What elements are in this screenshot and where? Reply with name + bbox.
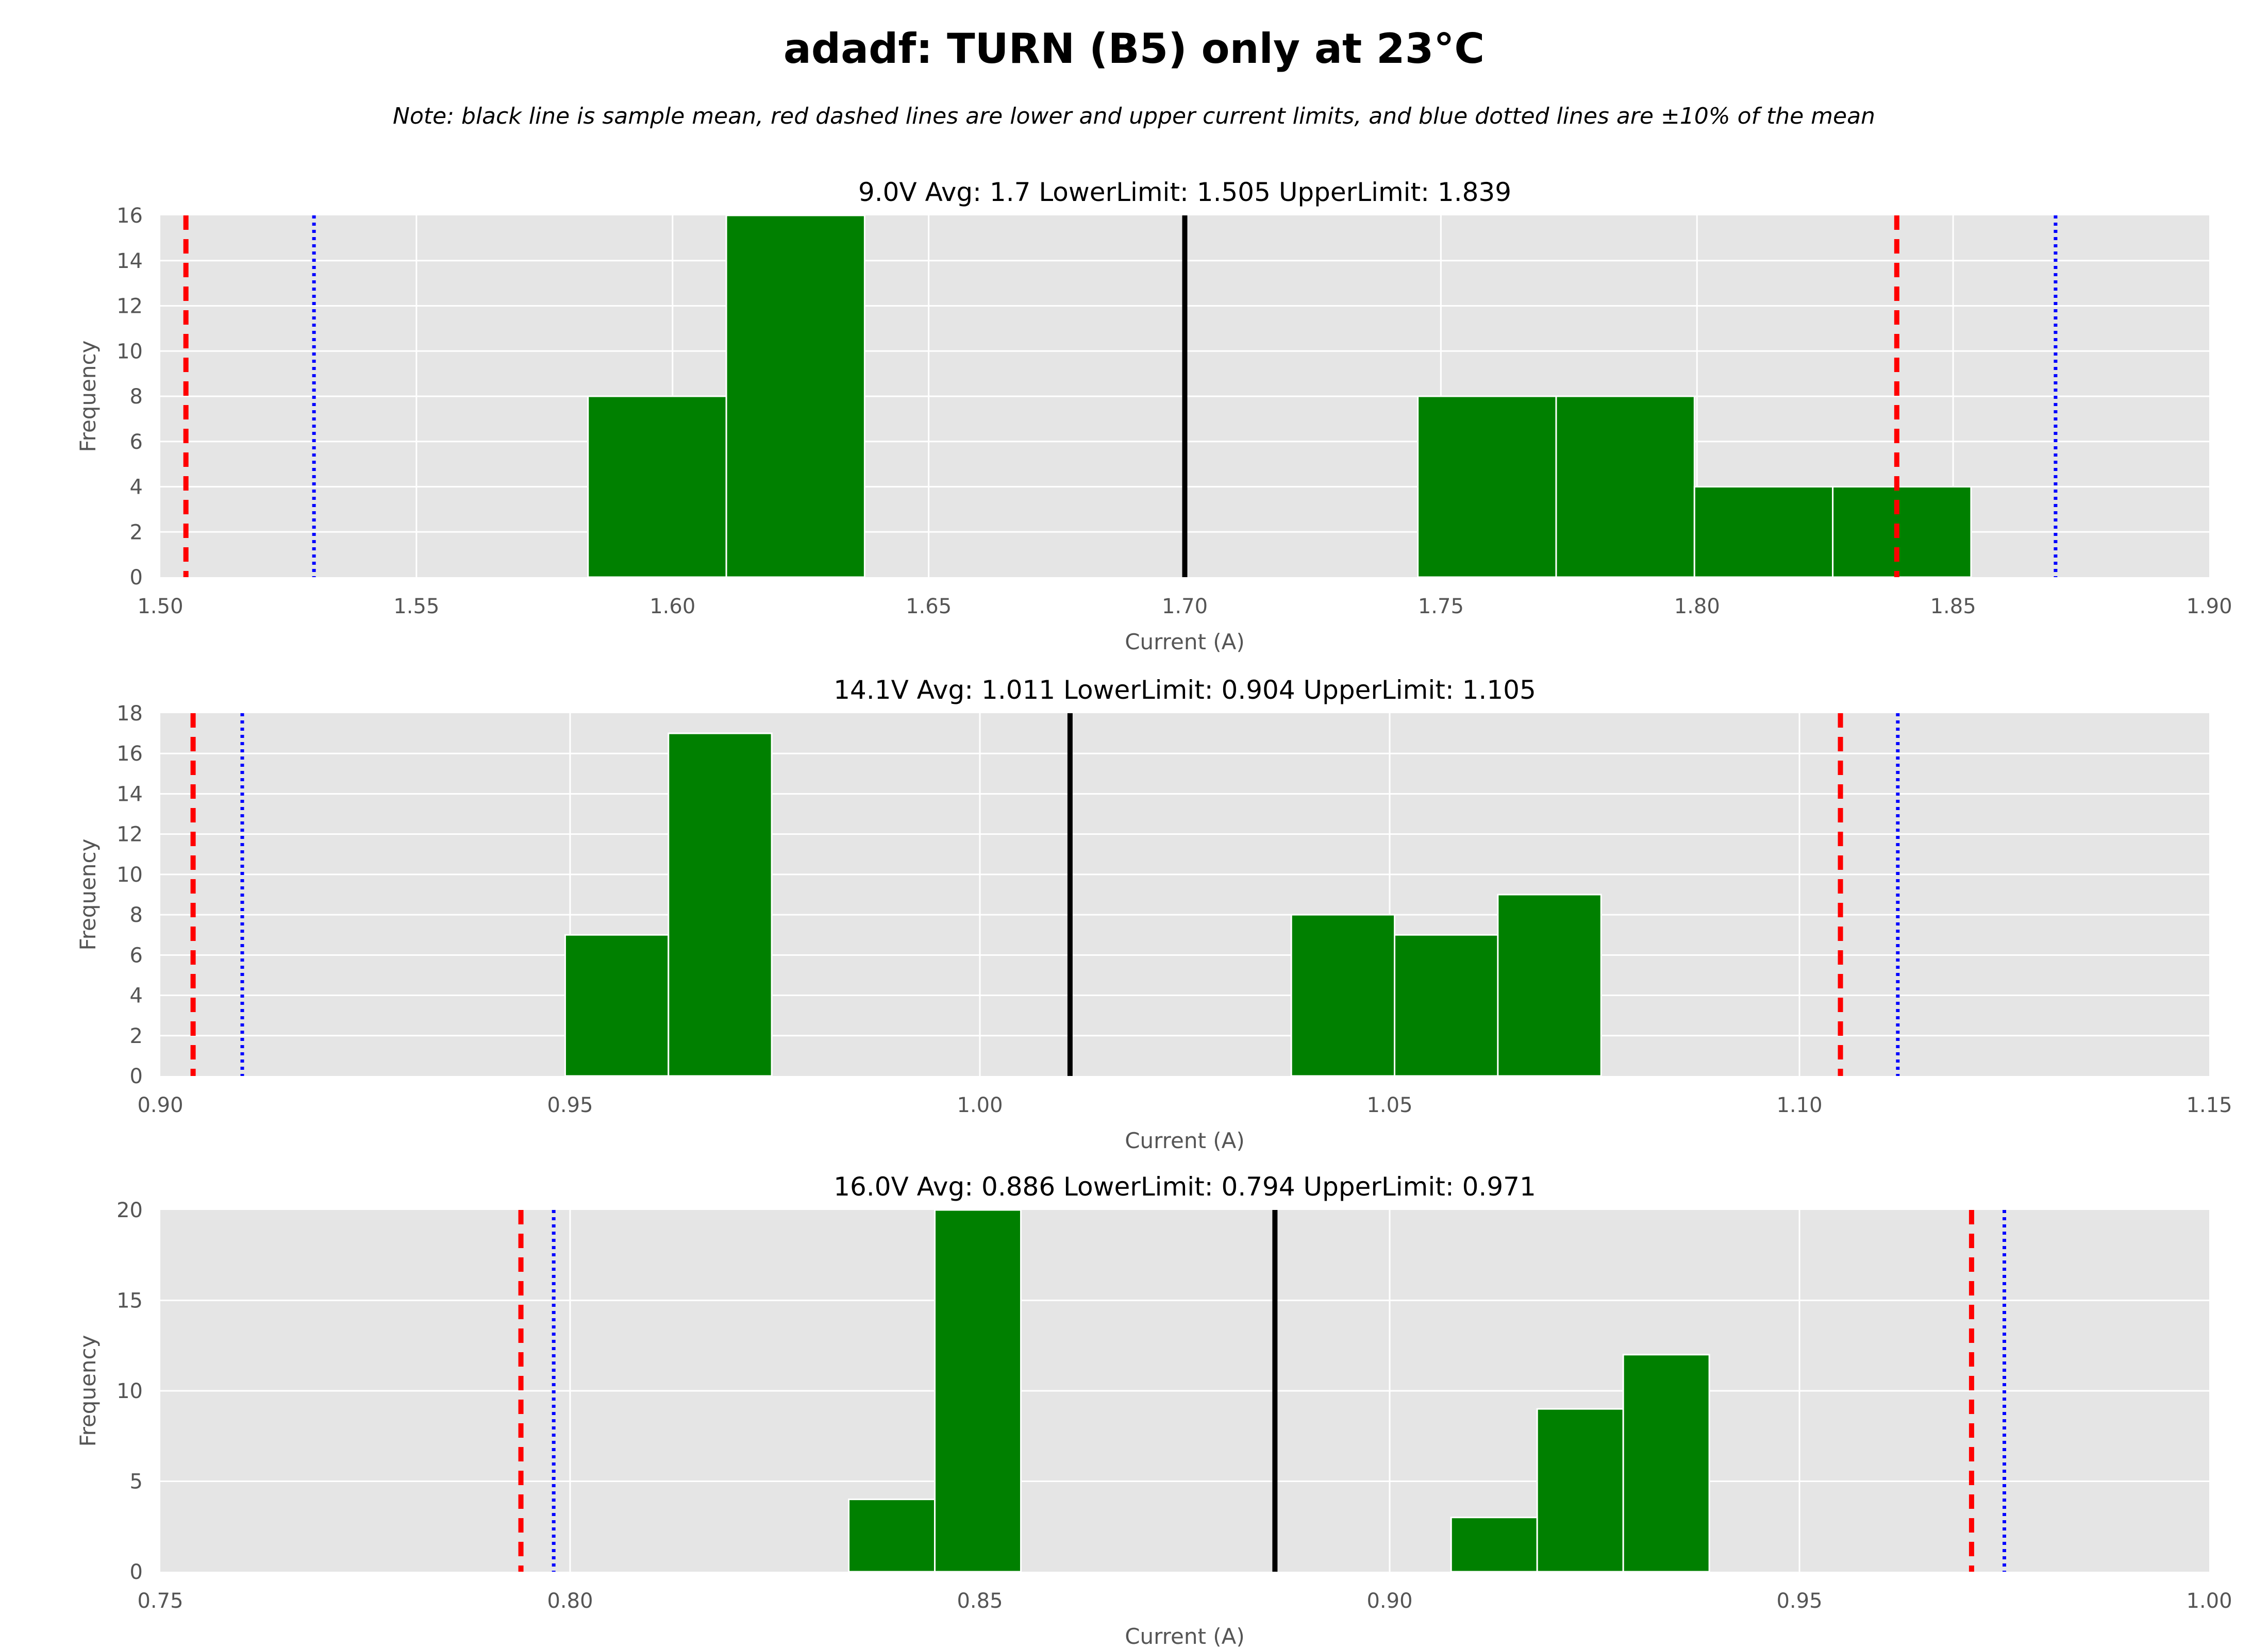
x-axis-label: Current (A): [1125, 1128, 1245, 1153]
y-tick-label: 4: [130, 984, 143, 1008]
panel-title: 14.1V Avg: 1.011 LowerLimit: 0.904 Upper…: [833, 675, 1536, 705]
y-tick-label: 18: [116, 702, 143, 726]
histogram-bar: [1536, 1408, 1624, 1573]
x-tick-label: 0.90: [1366, 1589, 1412, 1613]
panel-title: 9.0V Avg: 1.7 LowerLimit: 1.505 UpperLim…: [858, 177, 1511, 207]
y-tick-label: 12: [116, 823, 143, 847]
histogram-bar: [725, 214, 865, 578]
y-tick-label: 2: [130, 1024, 143, 1048]
histogram-bar: [564, 934, 670, 1077]
x-tick-label: 1.80: [1674, 595, 1720, 618]
histogram-bar: [1450, 1517, 1538, 1573]
x-tick-label: 1.50: [137, 595, 183, 618]
histogram-bar: [1555, 395, 1695, 578]
x-tick-label: 0.95: [1776, 1589, 1822, 1613]
y-tick-label: 20: [116, 1199, 143, 1222]
x-tick-label: 0.90: [137, 1093, 183, 1117]
y-axis-label: Frequency: [75, 839, 101, 951]
y-tick-label: 6: [130, 944, 143, 967]
histogram-bar: [668, 732, 773, 1077]
y-tick-label: 5: [130, 1470, 143, 1494]
x-tick-label: 0.85: [957, 1589, 1003, 1613]
y-tick-label: 16: [116, 204, 143, 228]
y-tick-label: 6: [130, 430, 143, 454]
x-axis-label: Current (A): [1125, 1624, 1245, 1649]
x-tick-label: 1.15: [2186, 1093, 2232, 1117]
y-tick-label: 14: [116, 249, 143, 273]
x-axis-label: Current (A): [1125, 629, 1245, 654]
y-tick-label: 8: [130, 385, 143, 409]
histogram-bar: [587, 395, 727, 578]
x-tick-label: 1.55: [393, 595, 439, 618]
histogram-bar: [1417, 395, 1557, 578]
figure-note: Note: black line is sample mean, red das…: [393, 103, 1875, 129]
y-tick-label: 10: [116, 863, 143, 887]
x-tick-label: 1.10: [1776, 1093, 1822, 1117]
y-tick-label: 0: [130, 1065, 143, 1088]
y-tick-label: 12: [116, 295, 143, 318]
y-tick-label: 15: [116, 1289, 143, 1313]
x-tick-label: 0.80: [547, 1589, 593, 1613]
y-tick-label: 10: [116, 340, 143, 363]
y-tick-label: 0: [130, 566, 143, 590]
x-tick-label: 0.95: [547, 1093, 593, 1117]
panel-9v: 9.0V Avg: 1.7 LowerLimit: 1.505 UpperLim…: [75, 177, 2232, 654]
x-tick-label: 1.00: [957, 1093, 1003, 1117]
y-tick-label: 2: [130, 520, 143, 544]
y-tick-label: 0: [130, 1560, 143, 1584]
x-tick-label: 1.60: [649, 595, 695, 618]
panel-16v: 16.0V Avg: 0.886 LowerLimit: 0.794 Upper…: [75, 1172, 2232, 1649]
y-tick-label: 10: [116, 1379, 143, 1403]
x-tick-label: 1.00: [2186, 1589, 2232, 1613]
x-tick-label: 1.90: [2186, 595, 2232, 618]
histogram-bar: [1832, 486, 1972, 578]
x-tick-label: 1.75: [1418, 595, 1464, 618]
plot-area: [160, 713, 2209, 1076]
histogram-bar: [1290, 914, 1396, 1077]
histogram-bar: [848, 1499, 936, 1573]
y-tick-label: 8: [130, 903, 143, 927]
histogram-bar: [1693, 486, 1834, 578]
x-tick-label: 1.70: [1162, 595, 1208, 618]
y-axis-label: Frequency: [75, 1335, 101, 1447]
figure-title: adadf: TURN (B5) only at 23°C: [783, 25, 1485, 73]
x-tick-label: 1.65: [906, 595, 952, 618]
x-tick-label: 1.85: [1930, 595, 1976, 618]
panel-14v: 14.1V Avg: 1.011 LowerLimit: 0.904 Upper…: [75, 675, 2232, 1153]
y-tick-label: 16: [116, 742, 143, 766]
x-tick-label: 0.75: [137, 1589, 183, 1613]
histogram-bar: [1622, 1354, 1710, 1573]
y-axis-label: Frequency: [75, 341, 101, 452]
x-tick-label: 1.05: [1366, 1093, 1412, 1117]
y-tick-label: 14: [116, 782, 143, 806]
panel-title: 16.0V Avg: 0.886 LowerLimit: 0.794 Upper…: [833, 1172, 1536, 1202]
y-tick-label: 4: [130, 476, 143, 499]
histogram-bar: [1497, 894, 1602, 1077]
histogram-bar: [934, 1209, 1022, 1573]
histogram-bar: [1394, 934, 1499, 1077]
